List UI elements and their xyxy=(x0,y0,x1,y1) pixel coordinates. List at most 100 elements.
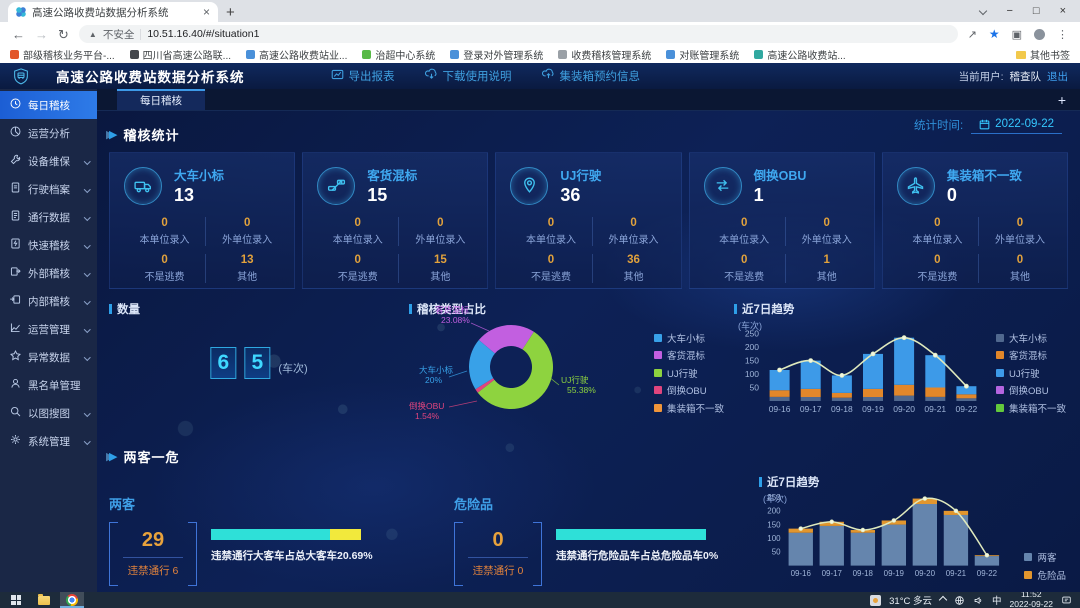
folder-icon xyxy=(1016,50,1026,59)
legend-item[interactable]: 大车小标 xyxy=(653,331,724,345)
chevron-down-icon xyxy=(83,213,90,221)
tab-daily-audit[interactable]: 每日稽核 xyxy=(117,89,205,110)
volume-icon[interactable] xyxy=(973,595,984,606)
window-maximize-button[interactable]: □ xyxy=(1032,5,1040,17)
legend-item[interactable]: 危险品 xyxy=(1024,568,1066,582)
container-info-icon xyxy=(541,68,555,84)
legend-item[interactable]: 客货混标 xyxy=(653,348,724,362)
sidebar-item-10[interactable]: 黑名单管理 xyxy=(0,371,97,399)
bookmark-label: 部级稽核业务平台-... xyxy=(23,51,115,62)
window-close-button[interactable]: × xyxy=(1059,5,1066,17)
start-button[interactable] xyxy=(4,592,28,608)
bookmark-item[interactable]: 收费稽核管理系统 xyxy=(558,47,651,62)
stat-card-text: 倒换OBU 1 xyxy=(754,165,807,206)
header-nav-label: 下载使用说明 xyxy=(442,71,512,83)
download-manual-icon xyxy=(424,68,438,84)
taskbar-clock[interactable]: 11:52 2022-09-22 xyxy=(1010,589,1053,608)
date-picker[interactable]: 2022-09-22 xyxy=(971,116,1062,134)
bookmark-favicon-icon xyxy=(10,50,19,59)
substat: 0 外单位录入 xyxy=(206,217,288,246)
substat: 0 不是逃费 xyxy=(317,254,400,283)
substat-label: 不是逃费 xyxy=(144,272,185,283)
header-nav-item-0[interactable]: 导出报表 xyxy=(331,68,395,84)
action-center-icon[interactable] xyxy=(1061,595,1072,606)
add-tab-button[interactable]: + xyxy=(1057,91,1066,108)
sidebar-item-4[interactable]: 通行数据 xyxy=(0,203,97,231)
weather-text[interactable]: 31°C 多云 xyxy=(889,596,932,607)
window-chevron-icon[interactable] xyxy=(979,6,988,16)
tray-expand-icon[interactable] xyxy=(938,595,948,605)
weather-app-icon[interactable] xyxy=(870,594,882,606)
legend-item[interactable]: 两客 xyxy=(1024,550,1066,564)
header-nav: 导出报表 下载使用说明 集装箱预约信息 xyxy=(331,68,640,84)
profile-avatar[interactable] xyxy=(1034,28,1045,40)
two-danger-section-title: ▶ 两客一危 xyxy=(109,450,180,465)
share-icon[interactable]: ↗ xyxy=(967,28,977,41)
sidebar-item-6[interactable]: 外部稽核 xyxy=(0,259,97,287)
window-minimize-button[interactable]: − xyxy=(1006,5,1013,17)
svg-text:09-16: 09-16 xyxy=(791,569,812,578)
browser-menu-icon[interactable]: ⋮ xyxy=(1057,28,1068,41)
chrome-button[interactable] xyxy=(60,592,84,608)
network-icon[interactable] xyxy=(954,595,965,606)
logout-link[interactable]: 退出 xyxy=(1047,70,1068,83)
sidebar-item-2[interactable]: 设备维保 xyxy=(0,147,97,175)
side-panel-icon[interactable]: ▣ xyxy=(1011,28,1022,41)
sidebar-item-1[interactable]: 运营分析 xyxy=(0,119,97,147)
url-field[interactable]: ▲ 不安全 10.51.16.40/#/situation1 xyxy=(78,25,958,43)
bookmark-item[interactable]: 治超中心系统 xyxy=(362,47,435,62)
sidebar-item-label: 快速稽核 xyxy=(28,239,70,252)
sidebar-item-8[interactable]: 运营管理 xyxy=(0,315,97,343)
stat-card-substats: 0 本单位录入 0 外单位录入 0 不是逃费 13 其他 xyxy=(124,217,288,283)
stat-card-substats: 0 本单位录入 0 外单位录入 0 不是逃费 15 其他 xyxy=(317,217,481,283)
substat-label: 本单位录入 xyxy=(912,235,963,246)
back-button[interactable]: ← xyxy=(12,26,25,42)
legend-item[interactable]: 倒换OBU xyxy=(995,383,1066,397)
reload-button[interactable]: ↻ xyxy=(58,26,69,42)
sidebar-item-9[interactable]: 异常数据 xyxy=(0,343,97,371)
audit-section-title: ▶ 稽核统计 xyxy=(109,128,180,143)
header-nav-item-1[interactable]: 下载使用说明 xyxy=(424,68,512,84)
section-arrow-icon: ▶ xyxy=(109,451,118,463)
header-nav-item-2[interactable]: 集装箱预约信息 xyxy=(541,68,640,84)
sidebar-item-7[interactable]: 内部稽核 xyxy=(0,287,97,315)
file-explorer-button[interactable] xyxy=(32,592,56,608)
browser-tab[interactable]: 高速公路收费站数据分析系统 × xyxy=(8,2,218,22)
sidebar-item-3[interactable]: 行驶档案 xyxy=(0,175,97,203)
stat-card-text: UJ行驶 36 xyxy=(560,165,601,206)
substat: 0 外单位录入 xyxy=(979,217,1061,246)
bookmark-item[interactable]: 高速公路收费站... xyxy=(754,47,846,62)
legend-item[interactable]: 集装箱不一致 xyxy=(995,401,1066,415)
tab-close-icon[interactable]: × xyxy=(202,5,210,19)
ime-indicator[interactable]: 中 xyxy=(992,596,1002,607)
bookmark-star-icon[interactable]: ★ xyxy=(988,27,1000,41)
bookmark-item[interactable]: 登录对外管理系统 xyxy=(450,47,543,62)
two-passenger-stat: 29 违禁通行 6 xyxy=(109,522,197,586)
bookmark-favicon-icon xyxy=(129,50,139,59)
legend-item[interactable]: UJ行驶 xyxy=(653,366,724,380)
sidebar-item-0[interactable]: 每日稽核 xyxy=(0,91,97,119)
sidebar-item-label: 运营分析 xyxy=(28,127,70,140)
forward-button[interactable]: → xyxy=(35,26,48,42)
legend-item[interactable]: 大车小标 xyxy=(995,331,1066,345)
bookmark-item[interactable]: 高速公路收费站业... xyxy=(246,47,347,62)
legend-item[interactable]: 倒换OBU xyxy=(653,383,724,397)
new-tab-button[interactable]: + xyxy=(226,4,235,21)
bookmark-item[interactable]: 四川省高速公路联... xyxy=(129,47,231,62)
other-bookmarks[interactable]: 其他书签 xyxy=(1016,47,1070,62)
bookmark-favicon-icon xyxy=(450,50,460,59)
sidebar-item-12[interactable]: 系统管理 xyxy=(0,427,97,455)
stat-card-text: 大车小标 13 xyxy=(174,165,224,206)
substat-label: 不是逃费 xyxy=(530,272,571,283)
substat-value: 1 xyxy=(823,254,830,266)
substat-value: 0 xyxy=(740,254,748,266)
int-icon xyxy=(9,293,22,309)
legend-item[interactable]: UJ行驶 xyxy=(995,366,1066,380)
svg-text:200: 200 xyxy=(745,342,759,352)
bookmark-item[interactable]: 部级稽核业务平台-... xyxy=(10,47,115,62)
legend-item[interactable]: 集装箱不一致 xyxy=(653,401,724,415)
sidebar-item-11[interactable]: 以图搜图 xyxy=(0,399,97,427)
bookmark-item[interactable]: 对账管理系统 xyxy=(666,47,739,62)
legend-item[interactable]: 客货混标 xyxy=(995,348,1066,362)
sidebar-item-5[interactable]: 快速稽核 xyxy=(0,231,97,259)
